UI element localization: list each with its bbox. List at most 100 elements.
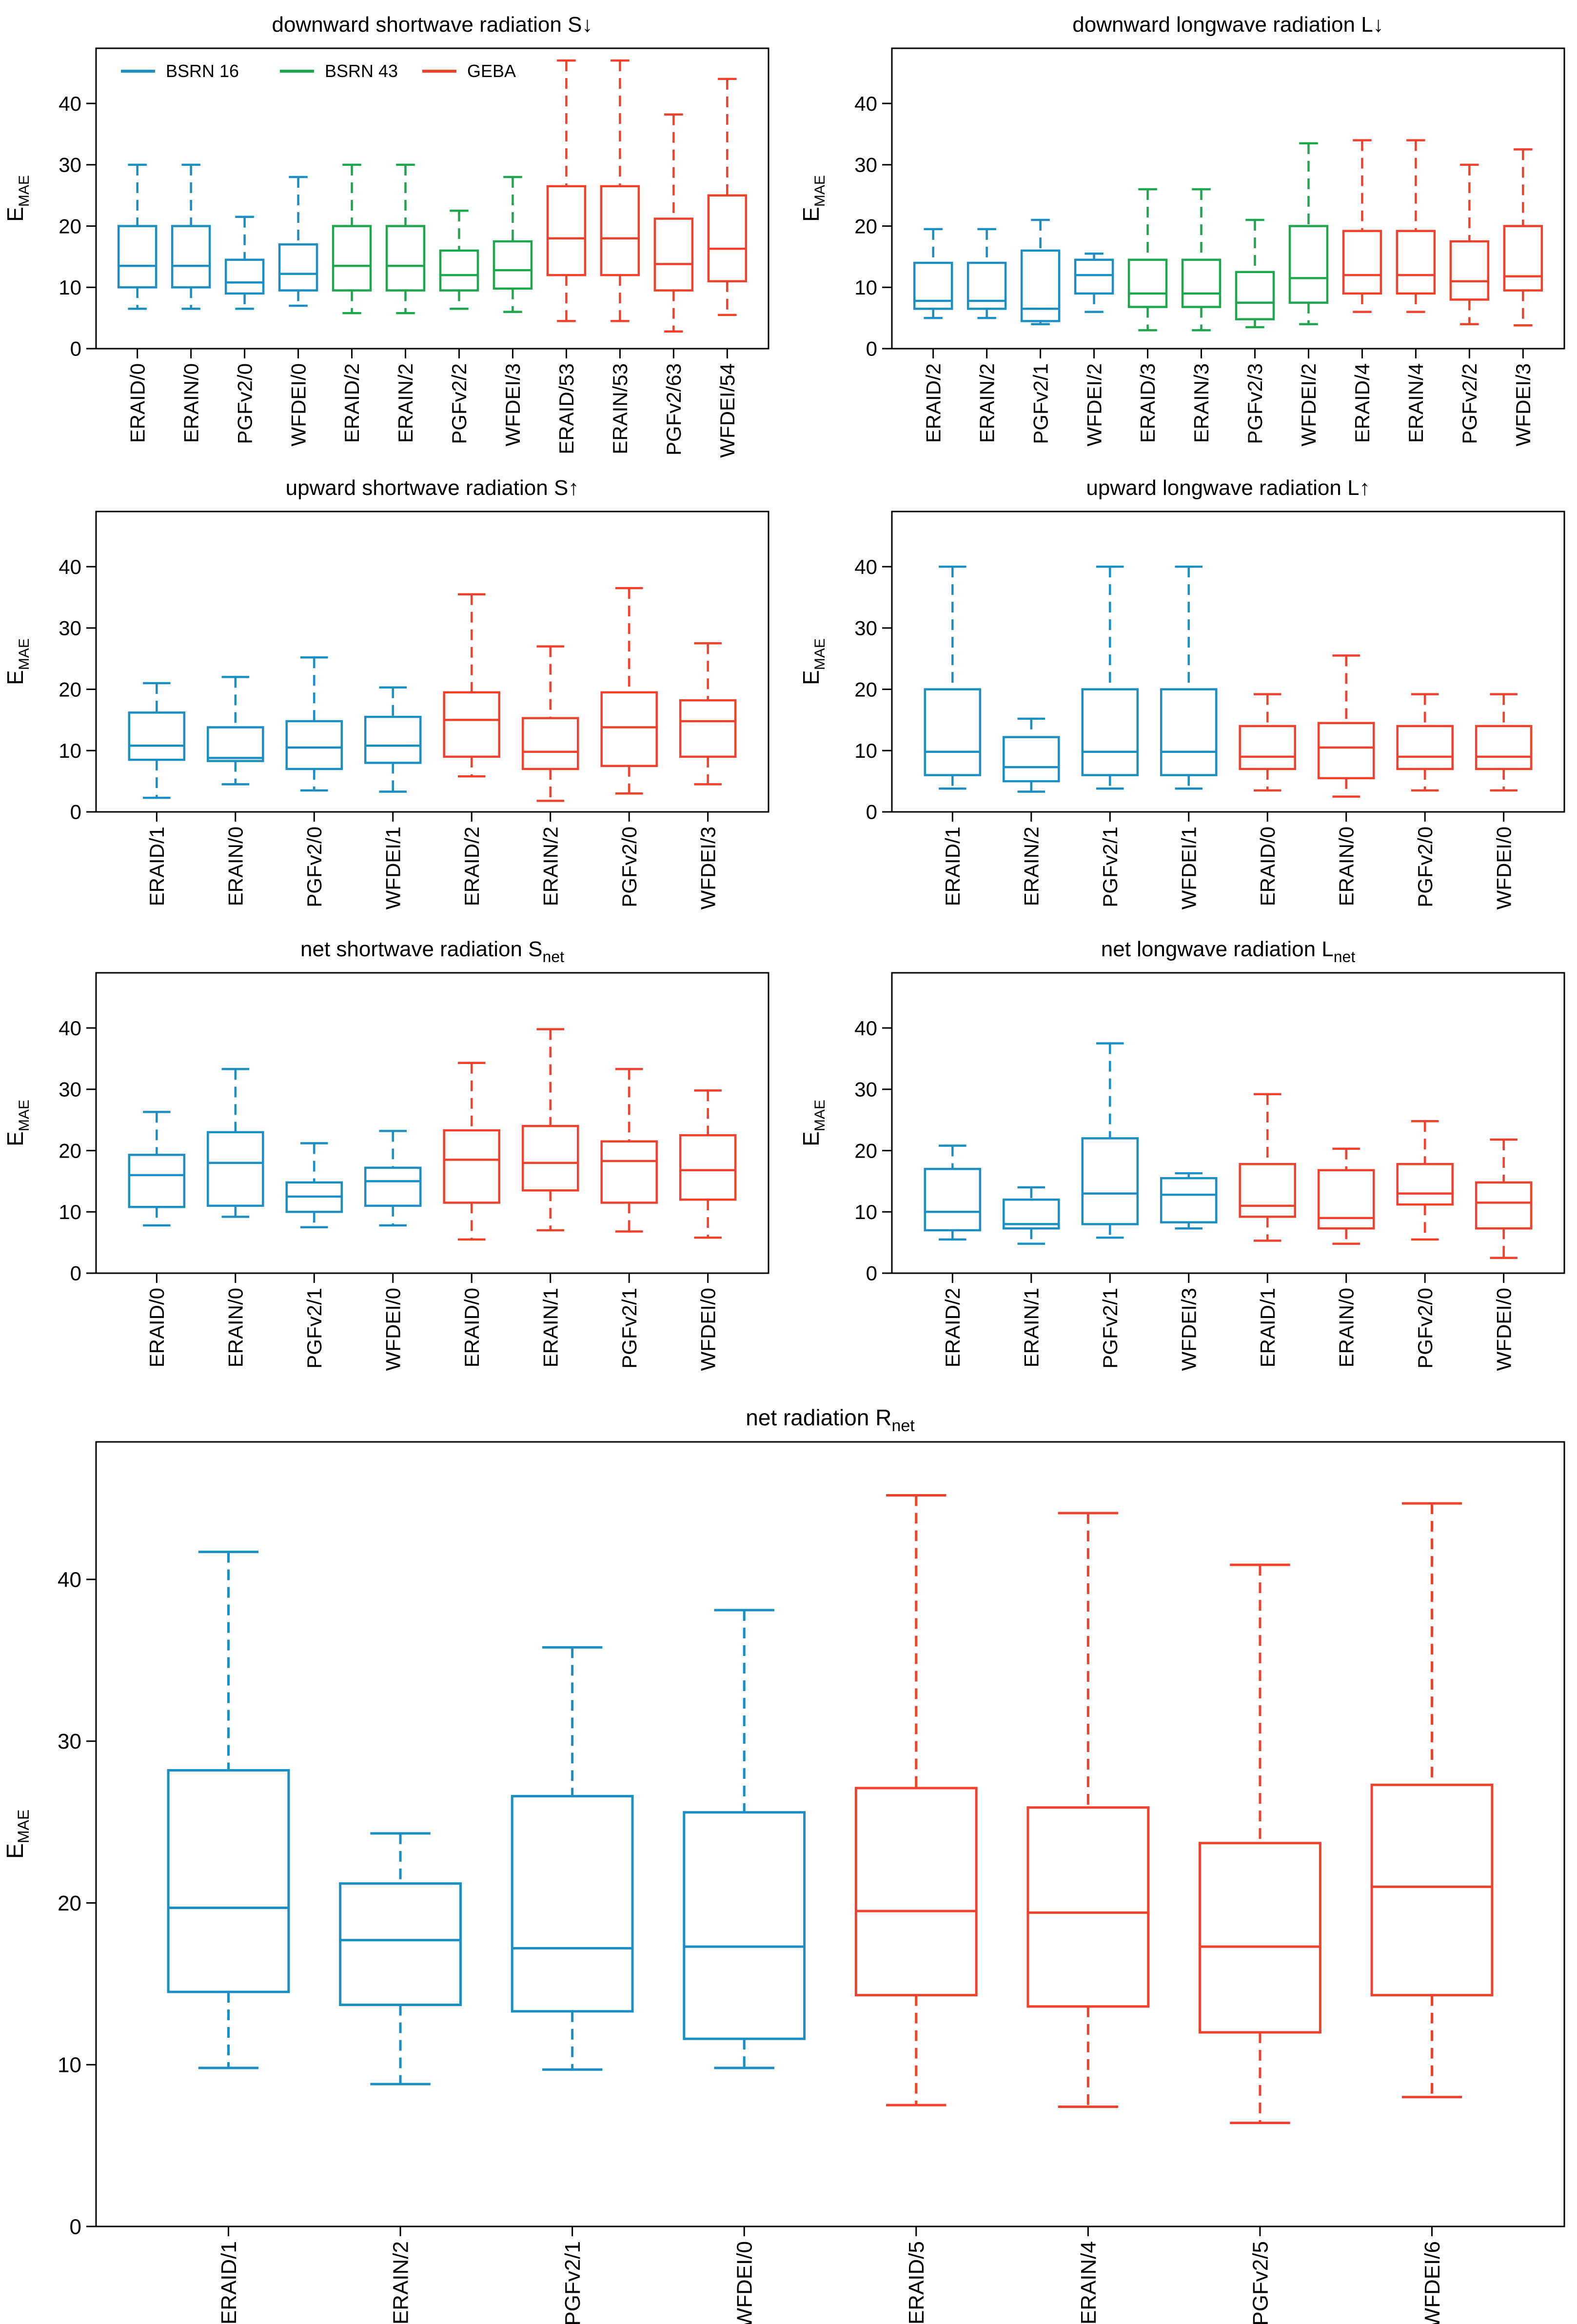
y-tick-label: 10: [58, 2053, 81, 2077]
box-WFDEI/0: [1475, 693, 1533, 792]
y-tick-label: 40: [854, 1017, 877, 1040]
y-axis-label: EMAE: [2, 1100, 32, 1146]
box-WFDEI/54: [707, 78, 748, 316]
box-ERAIN/0: [207, 676, 264, 786]
panel-4: upward longwave radiation L↑ 0 10 20 30 40 EMA…: [798, 476, 1565, 909]
iqr-box: [332, 225, 372, 292]
x-tick-label: PGFv2/1: [1099, 827, 1122, 907]
x-tick-label: PGFv2/2: [448, 363, 471, 444]
x-tick-label: PGFv2/3: [1243, 363, 1266, 444]
plot-frame: [95, 1441, 1565, 2227]
x-tick-label: WFDEI/3: [1177, 1288, 1200, 1371]
x-tick-label: ERAID/0: [1256, 827, 1279, 906]
x-tick-label: PGFv2/63: [662, 363, 685, 455]
box-PGFv2/5: [1199, 1563, 1321, 2125]
x-tick-label: ERAID/1: [1256, 1288, 1279, 1367]
box-ERAID/3: [1127, 188, 1168, 332]
x-tick-label: ERAIN/0: [224, 827, 247, 906]
y-tick-label: 0: [866, 1262, 877, 1285]
box-PGFv2/1: [511, 1646, 634, 2071]
box-ERAID/1: [924, 565, 982, 790]
y-tick-label: 0: [70, 801, 81, 824]
iqr-box: [1317, 722, 1375, 780]
box-WFDEI/0: [278, 176, 318, 307]
panel-title: upward shortwave radiation S↑: [286, 476, 579, 500]
y-tick-label: 0: [866, 337, 877, 360]
y-tick-label: 20: [854, 1139, 877, 1162]
x-tick-label: WFDEI/0: [381, 1288, 404, 1371]
iqr-box: [707, 194, 748, 282]
iqr-box: [171, 225, 211, 289]
x-tick-label: WFDEI/3: [696, 827, 719, 909]
x-tick-label: PGFv2/2: [1458, 363, 1481, 444]
box-PGFv2/2: [1449, 163, 1490, 325]
box-ERAIN/2: [521, 645, 579, 802]
iqr-box: [546, 185, 587, 276]
iqr-box: [679, 1134, 737, 1201]
panel-title-subscript: net: [1334, 948, 1356, 965]
y-tick-label: 40: [59, 92, 81, 115]
panel-7: net radiation Rnet 0 10 20 30 40 EMAE ERAID/1 ER…: [2, 1405, 1565, 2324]
iqr-box: [439, 249, 479, 292]
iqr-box: [1160, 1177, 1218, 1223]
box-ERAID/4: [1342, 139, 1382, 313]
panel-title: net shortwave radiation Snet: [300, 937, 564, 965]
panel-title: downward shortwave radiation S↓: [272, 13, 593, 37]
box-WFDEI/2: [1074, 252, 1114, 313]
box-PGFv2/3: [1235, 218, 1275, 329]
iqr-box: [364, 715, 422, 764]
box-ERAIN/4: [1396, 139, 1436, 313]
box-WFDEI/6: [1370, 1502, 1494, 2099]
iqr-box: [443, 691, 501, 758]
y-axis-label: EMAE: [798, 1100, 828, 1146]
iqr-box: [600, 691, 658, 767]
box-WFDEI/1: [364, 686, 422, 793]
panel-title: downward longwave radiation L↓: [1072, 13, 1383, 37]
x-tick-label: ERAIN/1: [1020, 1288, 1043, 1367]
x-tick-label: PGFv2/1: [303, 1288, 326, 1369]
y-tick-label: 30: [59, 617, 81, 640]
panel-title: net longwave radiation Lnet: [1101, 937, 1356, 965]
x-tick-label: PGFv2/0: [233, 363, 256, 444]
panel-title: net radiation Rnet: [746, 1405, 915, 1435]
panel-title-subscript: net: [543, 948, 565, 965]
iqr-box: [443, 1129, 501, 1204]
x-tick-label: WFDEI/3: [501, 363, 524, 446]
plot-frame: [95, 47, 769, 350]
y-axis-label: EMAE: [798, 638, 828, 685]
y-tick-label: 40: [59, 1017, 81, 1040]
iqr-box: [1199, 1842, 1321, 2034]
iqr-box: [1074, 258, 1114, 295]
iqr-box: [854, 1787, 978, 1997]
y-axis-label: EMAE: [2, 1810, 32, 1859]
box-PGFv2/1: [285, 1142, 343, 1228]
iqr-box: [1317, 1169, 1375, 1230]
panel-title-text: downward shortwave radiation S↓: [272, 13, 593, 37]
iqr-box: [224, 258, 265, 295]
plot-frame: [891, 511, 1565, 813]
iqr-box: [653, 217, 694, 292]
box-ERAID/1: [1239, 1093, 1297, 1242]
iqr-box: [128, 711, 186, 761]
y-tick-label: 10: [59, 1201, 81, 1223]
x-tick-label: WFDEI/0: [1492, 1288, 1515, 1371]
iqr-box: [1396, 230, 1436, 295]
box-ERAID/1: [128, 682, 186, 799]
x-tick-label: WFDEI/2: [1083, 363, 1105, 446]
box-ERAID/0: [117, 163, 158, 310]
plot-frame: [891, 47, 1565, 350]
box-ERAID/2: [443, 593, 501, 778]
x-tick-label: ERAIN/1: [539, 1288, 562, 1367]
panel-1: downward shortwave radiation S↓ 0 10 20 30 40…: [2, 13, 769, 458]
x-tick-label: WFDEI/6: [1420, 2241, 1444, 2324]
iqr-box: [1475, 1181, 1533, 1230]
x-tick-label: ERAIN/4: [1404, 363, 1427, 443]
x-tick-label: ERAID/4: [1351, 363, 1374, 443]
box-PGFv2/0: [600, 587, 658, 795]
x-tick-label: PGFv2/0: [1414, 1288, 1437, 1369]
plot-frame: [95, 511, 769, 813]
y-tick-label: 10: [854, 1201, 877, 1223]
x-tick-label: ERAID/2: [340, 363, 363, 443]
iqr-box: [1020, 249, 1061, 322]
box-WFDEI/0: [364, 1130, 422, 1227]
